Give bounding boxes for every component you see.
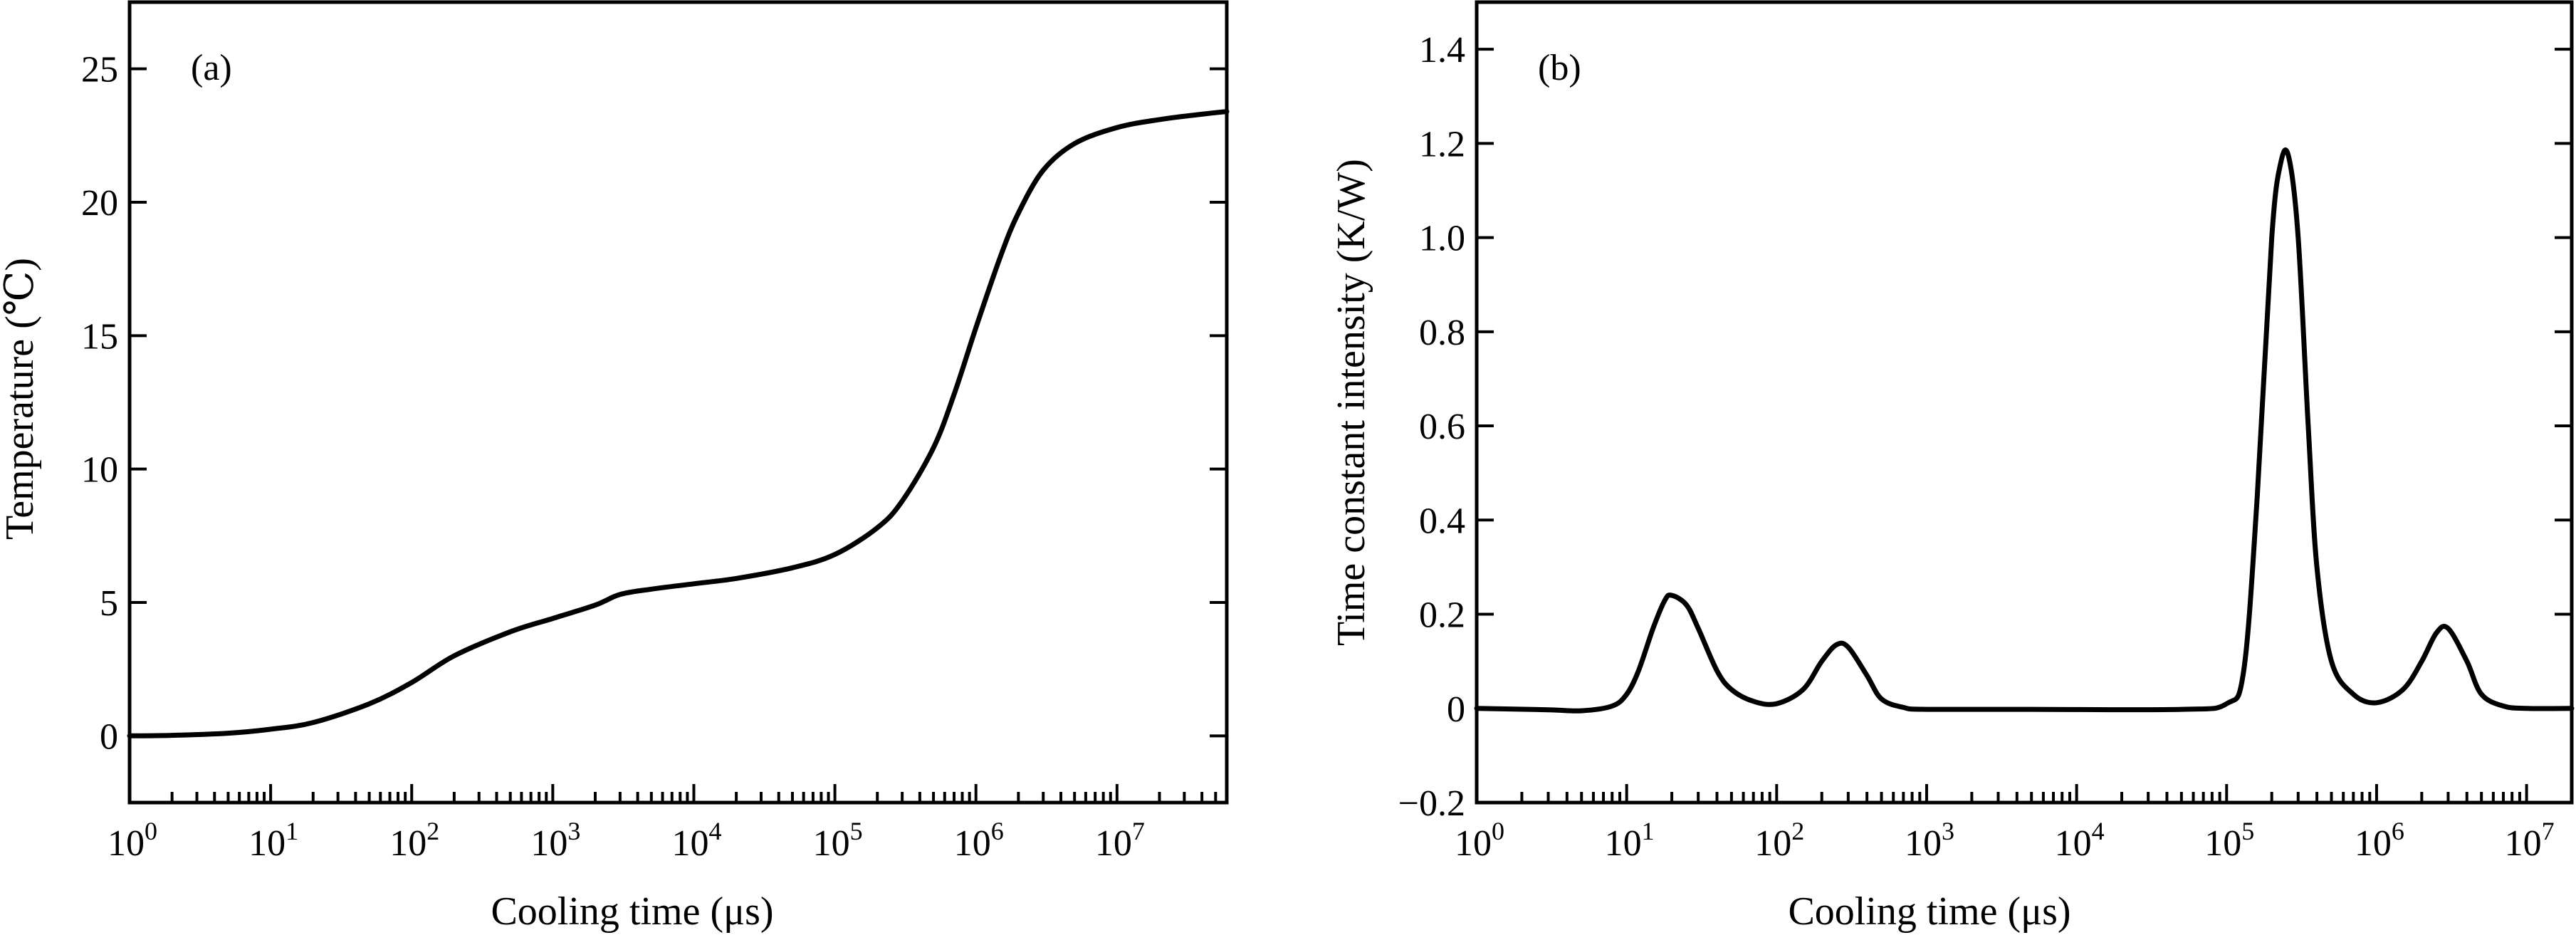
panel-a-x-tick-label: 104 (671, 817, 721, 864)
panel-b-x-tick-label: 105 (2204, 817, 2254, 864)
panel-b-y-tick-label: 0.8 (1419, 313, 1465, 353)
panel-a-y-tick-label: 0 (100, 716, 118, 757)
panel-a-plot-frame (127, 0, 1229, 805)
panel-a-x-tick-label: 106 (954, 817, 1004, 864)
panel-b-y-tick-label: 1.0 (1419, 219, 1465, 259)
panel-a-y-tick-label: 10 (81, 450, 118, 491)
panel-b-y-tick-label: 0.6 (1419, 407, 1465, 447)
panel-a-y-tick-label: 15 (81, 316, 118, 357)
panel-b-y-tick-label: 0 (1447, 689, 1465, 730)
panel-a-y-axis-label: Temperature (℃) (0, 258, 42, 540)
panel-b-x-tick-label: 103 (1905, 817, 1954, 864)
panel-a-series-line-0 (127, 109, 1230, 738)
panel-a-x-tick-label: 102 (389, 817, 439, 864)
panel-b-y-tick-label: −0.2 (1398, 783, 1465, 824)
panel-a-label: (a) (191, 48, 232, 88)
panel-a-chart: (a) Cooling time (μs) Temperature (℃) 10… (0, 0, 1230, 934)
panel-b-y-tick-label: 1.4 (1419, 30, 1465, 70)
panel-b-label: (b) (1538, 48, 1581, 88)
panel-a-x-tick-label: 105 (813, 817, 863, 864)
panel-b-x-tick-label: 107 (2505, 817, 2555, 864)
panel-b-y-tick-label: 0.2 (1419, 595, 1465, 636)
panel-b-chart: (b) Cooling time (μs) Time constant inte… (1329, 0, 2575, 934)
panel-a-x-axis-label: Cooling time (μs) (491, 889, 773, 934)
panel-b-plot-frame (1475, 0, 2574, 805)
panel-b-x-tick-label: 100 (1455, 817, 1504, 864)
panel-a-x-tick-label: 103 (530, 817, 580, 864)
panel-b-y-axis-label: Time constant intensity (K/W) (1329, 159, 1373, 646)
panel-b-x-axis-label: Cooling time (μs) (1788, 889, 2070, 934)
panel-a-x-tick-label: 101 (248, 817, 298, 864)
panel-b-x-tick-label: 101 (1605, 817, 1655, 864)
panel-a-x-tick-label: 107 (1095, 817, 1145, 864)
panel-a-y-tick-label: 5 (100, 583, 118, 624)
panel-a-y-tick-label: 20 (81, 183, 118, 224)
panel-a-x-tick-label: 100 (108, 817, 157, 864)
panel-b-y-tick-label: 1.2 (1419, 124, 1465, 164)
panel-b-x-tick-label: 106 (2355, 817, 2404, 864)
panel-b-series-line-0 (1474, 147, 2575, 714)
panel-b-y-tick-label: 0.4 (1419, 501, 1465, 541)
panel-b-x-tick-label: 102 (1754, 817, 1804, 864)
panel-b-x-tick-label: 104 (2055, 817, 2105, 864)
panel-a-y-tick-label: 25 (81, 50, 118, 90)
